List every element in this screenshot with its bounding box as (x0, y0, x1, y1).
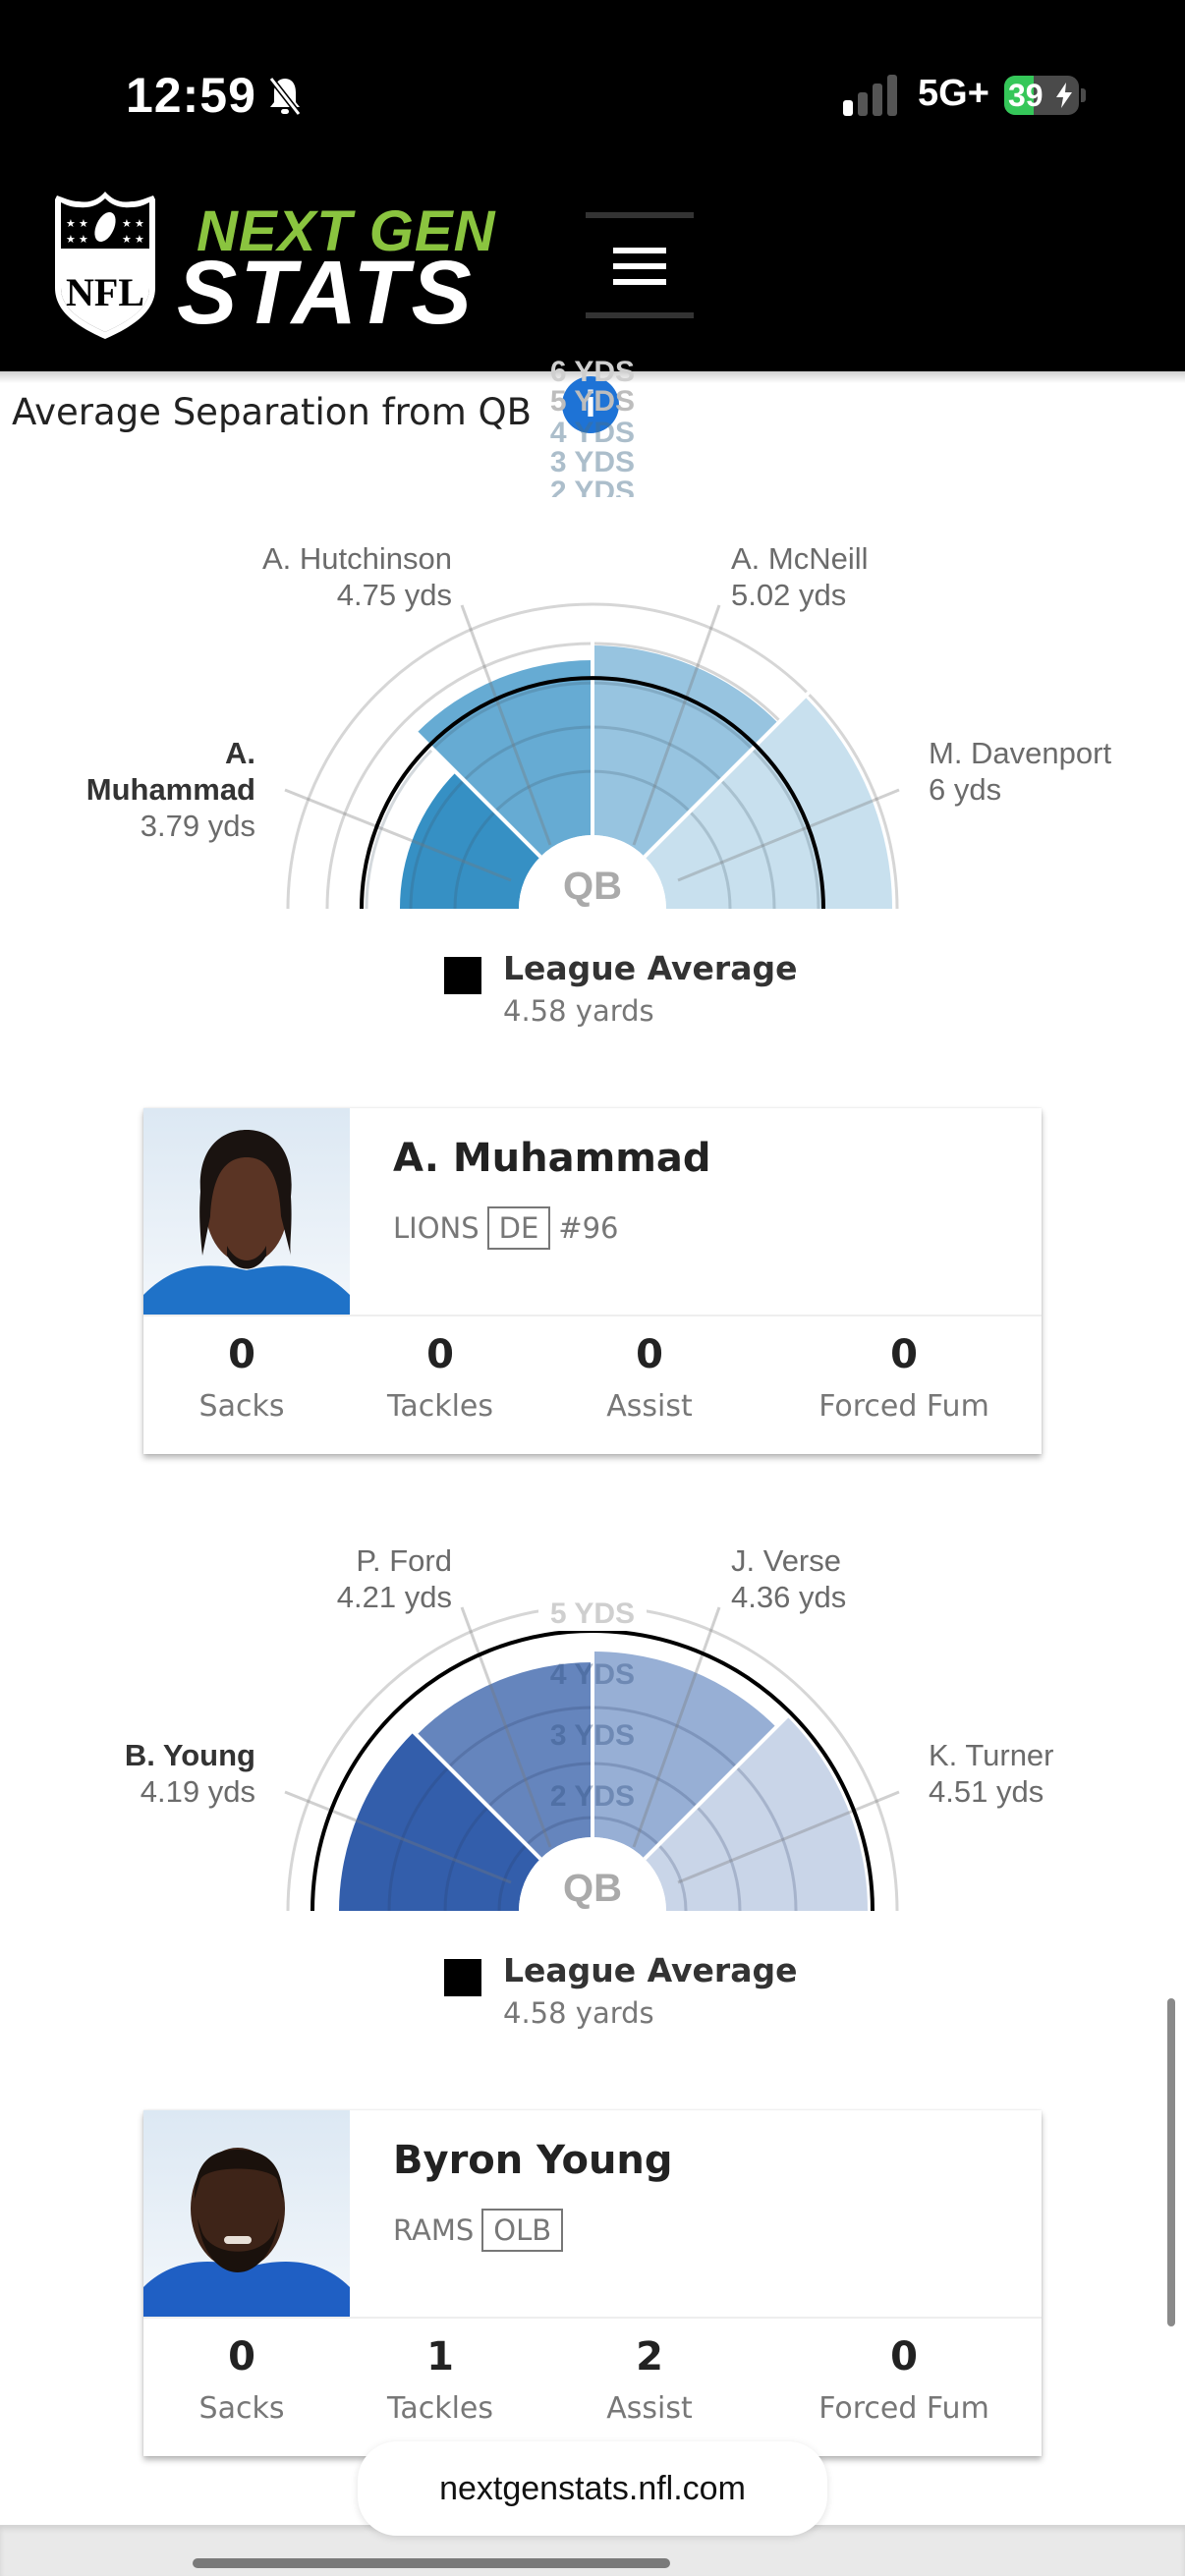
section-title: Average Separation from QB (12, 391, 533, 433)
svg-text:★: ★ (66, 233, 76, 246)
stat-tackles: 1 Tackles (386, 2334, 494, 2426)
battery-level: 39 (1008, 78, 1044, 113)
sector-young (339, 1732, 540, 1911)
battery-nub (1081, 88, 1086, 102)
charging-bolt-icon (1056, 83, 1072, 108)
bell-muted-icon (268, 77, 302, 116)
player-meta: RAMS OLB (393, 2209, 571, 2252)
card-divider (143, 1315, 1042, 1316)
chart1-label-mcneill[interactable]: A. McNeill 5.02 yds (731, 541, 869, 612)
svg-text:★: ★ (135, 217, 144, 230)
jersey-number: #96 (558, 1211, 619, 1245)
svg-text:★: ★ (122, 233, 132, 246)
chart1-label-muhammad[interactable]: A. Muhammad 3.79 yds (85, 736, 255, 843)
team-name: LIONS (393, 1211, 480, 1245)
player-photo (143, 1108, 350, 1315)
chart2-label-ford[interactable]: P. Ford 4.21 yds (336, 1543, 452, 1614)
sector-davenport (645, 697, 893, 909)
site-header: NFL ★ ★ ★ ★ ★ ★ ★ ★ NEXT GEN STATS (0, 177, 1185, 371)
chart2-label-turner[interactable]: K. Turner 4.51 yds (929, 1738, 1054, 1809)
hamburger-menu-button[interactable] (586, 212, 694, 318)
svg-text:NFL: NFL (66, 270, 144, 314)
ring-label-3: 3 YDS (549, 1719, 636, 1752)
sector-turner (645, 1716, 868, 1911)
page-scrollbar[interactable] (1167, 1998, 1175, 2326)
stat-sacks: 0 Sacks (198, 1332, 285, 1424)
player-name: Byron Young (393, 2138, 673, 2183)
ring-label-2: 2 YDS (549, 476, 636, 497)
legend-swatch (444, 1959, 481, 1996)
polar-bar-chart (284, 602, 900, 910)
sector-mcneill (592, 645, 778, 857)
home-indicator[interactable] (193, 2558, 670, 2568)
sector-muhammad (399, 772, 540, 909)
ring-label-6: 6 YDS (549, 356, 636, 388)
ring-label-2: 2 YDS (549, 1780, 636, 1813)
stat-sacks: 0 Sacks (198, 2334, 285, 2426)
player-name: A. Muhammad (393, 1136, 711, 1181)
ring-label-3: 3 YDS (549, 446, 636, 478)
player-photo (143, 2110, 350, 2317)
qb-label: QB (563, 1867, 622, 1910)
address-bar[interactable]: nextgenstats.nfl.com (358, 2441, 827, 2536)
ring-label-5: 5 YDS (549, 385, 636, 418)
brand-next-gen: NEXT GEN (197, 199, 496, 263)
separation-chart-1: 6 YDS 5 YDS 4 YDS 3 YDS 2 YDS QB (0, 356, 1185, 924)
brand-stats: STATS (177, 243, 475, 343)
chart2-label-verse[interactable]: J. Verse 4.36 yds (731, 1543, 847, 1614)
separation-chart-2: 5 YDS 4 YDS 3 YDS 2 YDS QB (0, 1513, 1185, 1926)
battery-icon: 39 (1004, 76, 1079, 115)
chart1-label-davenport[interactable]: M. Davenport 6 yds (929, 736, 1112, 807)
position-badge: OLB (481, 2209, 564, 2252)
network-type: 5G+ (918, 73, 989, 114)
stat-assist: 0 Assist (606, 1332, 693, 1424)
nfl-shield-logo[interactable]: NFL ★ ★ ★ ★ ★ ★ ★ ★ (49, 190, 162, 342)
team-name: RAMS (393, 2213, 475, 2247)
player-card-young[interactable]: Byron Young RAMS OLB 0 Sacks 1 Tackles 2… (143, 2110, 1042, 2456)
svg-text:★: ★ (79, 217, 88, 230)
ring-label-4: 4 YDS (549, 417, 636, 449)
stat-tackles: 0 Tackles (386, 1332, 494, 1424)
polar-bar-chart (284, 1604, 900, 1912)
stat-assist: 2 Assist (606, 2334, 693, 2426)
status-time: 12:59 (126, 68, 256, 123)
stat-forced-fumbles: 0 Forced Fum (818, 2334, 989, 2426)
svg-text:★: ★ (66, 217, 76, 230)
svg-text:★: ★ (122, 217, 132, 230)
stat-forced-fumbles: 0 Forced Fum (818, 1332, 989, 1424)
player-meta: LIONS DE #96 (393, 1206, 619, 1250)
league-average-arc (360, 676, 825, 910)
qb-label: QB (563, 865, 622, 908)
sector-verse (592, 1651, 776, 1859)
sector-hutchinson (417, 659, 592, 857)
status-bar: 12:59 5G+ 39 (0, 0, 1185, 177)
sector-ford (417, 1661, 592, 1859)
ring-label-5: 5 YDS (538, 1597, 647, 1631)
player-card-muhammad[interactable]: A. Muhammad LIONS DE #96 0 Sacks 0 Tackl… (143, 1108, 1042, 1454)
position-badge: DE (486, 1206, 551, 1250)
chart2-label-young[interactable]: B. Young 4.19 yds (124, 1738, 255, 1809)
cellular-signal-icon (843, 75, 897, 116)
ring-label-4: 4 YDS (549, 1658, 636, 1691)
info-icon[interactable]: i (562, 376, 619, 433)
card-divider (143, 2317, 1042, 2319)
league-average-arc (310, 1629, 875, 1912)
chart1-label-hutchinson[interactable]: A. Hutchinson 4.75 yds (262, 541, 452, 612)
legend-swatch (444, 957, 481, 994)
svg-text:★: ★ (135, 233, 144, 246)
svg-text:★: ★ (79, 233, 88, 246)
